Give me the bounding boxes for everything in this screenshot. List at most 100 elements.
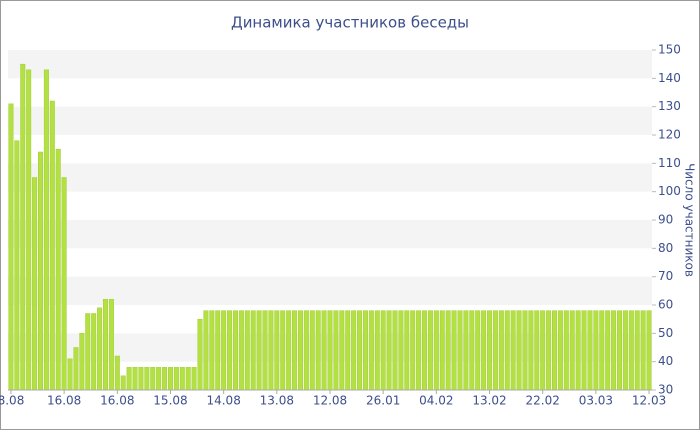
grid-band bbox=[8, 106, 652, 135]
bar bbox=[540, 310, 546, 391]
bar bbox=[445, 310, 451, 391]
bar bbox=[197, 318, 203, 391]
x-tick-label: 14.08 bbox=[206, 394, 240, 408]
bar bbox=[321, 310, 327, 391]
bar bbox=[422, 310, 428, 391]
bar bbox=[427, 310, 433, 391]
bar bbox=[463, 310, 469, 391]
y-tick-label: 70 bbox=[658, 269, 673, 283]
x-tick-label: 16.08 bbox=[100, 394, 134, 408]
grid-band bbox=[8, 220, 652, 249]
bar bbox=[268, 310, 274, 391]
bar bbox=[126, 367, 132, 391]
bar bbox=[339, 310, 345, 391]
bar bbox=[439, 310, 445, 391]
bar bbox=[85, 313, 91, 391]
bar bbox=[569, 310, 575, 391]
y-axis-title: Число участников bbox=[683, 163, 697, 277]
bar bbox=[628, 310, 634, 391]
bar bbox=[250, 310, 256, 391]
bar bbox=[546, 310, 552, 391]
bar bbox=[120, 375, 126, 391]
x-tick-label: 13.02 bbox=[472, 394, 506, 408]
bar bbox=[49, 100, 55, 391]
bar bbox=[563, 310, 569, 391]
grid-band bbox=[8, 276, 652, 305]
y-tick-label: 130 bbox=[658, 99, 681, 113]
y-tick-label: 140 bbox=[658, 71, 681, 85]
x-tick-label: 16.08 bbox=[47, 394, 81, 408]
y-tick-label: 100 bbox=[658, 184, 681, 198]
bar bbox=[622, 310, 628, 391]
bar bbox=[167, 367, 173, 391]
bar bbox=[274, 310, 280, 391]
bar bbox=[593, 310, 599, 391]
bar bbox=[640, 310, 646, 391]
bar bbox=[156, 367, 162, 391]
grid-band bbox=[8, 50, 652, 79]
bar bbox=[132, 367, 138, 391]
bar bbox=[504, 310, 510, 391]
bar bbox=[227, 310, 233, 391]
bar bbox=[61, 177, 67, 391]
bar bbox=[144, 367, 150, 391]
y-tick-label: 90 bbox=[658, 213, 673, 227]
bar bbox=[516, 310, 522, 391]
bar bbox=[292, 310, 298, 391]
x-tick-label: 15.08 bbox=[153, 394, 187, 408]
bar bbox=[97, 307, 103, 391]
bar bbox=[475, 310, 481, 391]
bar bbox=[416, 310, 422, 391]
bar bbox=[91, 313, 97, 391]
bar bbox=[215, 310, 221, 391]
bar bbox=[498, 310, 504, 391]
bar bbox=[67, 358, 73, 391]
bar bbox=[617, 310, 622, 391]
bar bbox=[244, 310, 250, 391]
bar bbox=[286, 310, 292, 391]
grid-band bbox=[8, 163, 652, 192]
bar bbox=[587, 310, 593, 391]
chart-title: Динамика участников беседы bbox=[231, 14, 469, 32]
bar bbox=[55, 148, 61, 391]
bar bbox=[581, 310, 587, 391]
bar bbox=[8, 103, 14, 391]
bar bbox=[552, 310, 558, 391]
bar bbox=[280, 310, 286, 391]
x-tick-label: 22.02 bbox=[526, 394, 560, 408]
bar bbox=[605, 310, 611, 391]
bar bbox=[179, 367, 185, 391]
bar bbox=[557, 310, 563, 391]
bar bbox=[73, 347, 79, 391]
x-tick-label: 26.01 bbox=[366, 394, 400, 408]
bar bbox=[79, 333, 85, 391]
bar bbox=[392, 310, 398, 391]
bar bbox=[599, 310, 605, 391]
bar bbox=[357, 310, 363, 391]
bar bbox=[528, 310, 534, 391]
x-tick-label: 13.08 bbox=[260, 394, 294, 408]
bar bbox=[43, 69, 49, 391]
bar bbox=[469, 310, 475, 391]
y-tick-label: 110 bbox=[658, 156, 681, 170]
bar bbox=[457, 310, 463, 391]
bar bbox=[362, 310, 368, 391]
bar bbox=[368, 310, 374, 391]
bar bbox=[404, 310, 410, 391]
bar bbox=[386, 310, 392, 391]
y-tick-label: 50 bbox=[658, 326, 673, 340]
bar bbox=[102, 299, 108, 391]
bar bbox=[433, 310, 439, 391]
bar bbox=[20, 63, 26, 391]
bar bbox=[138, 367, 144, 391]
y-tick-label: 150 bbox=[658, 43, 681, 57]
bar bbox=[38, 151, 43, 391]
bar bbox=[32, 177, 38, 391]
bar bbox=[487, 310, 493, 391]
y-tick-label: 80 bbox=[658, 241, 673, 255]
x-tick-label: 03.03 bbox=[579, 394, 613, 408]
bar bbox=[492, 310, 498, 391]
bar bbox=[634, 310, 640, 391]
y-tick-label: 120 bbox=[658, 128, 681, 142]
bar bbox=[510, 310, 516, 391]
